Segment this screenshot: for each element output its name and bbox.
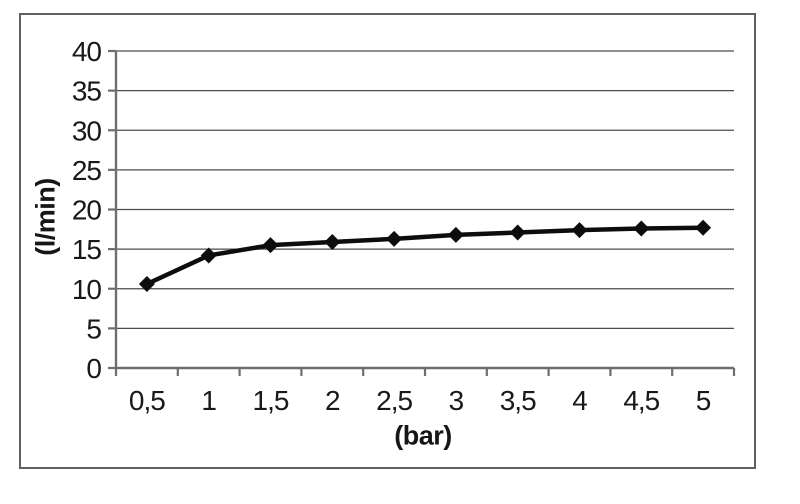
- x-tick-label: 3,5: [500, 385, 536, 416]
- y-tick-label: 40: [72, 36, 102, 67]
- y-tick-label: 0: [86, 353, 101, 384]
- data-point-marker: [695, 219, 712, 236]
- y-tick-label: 10: [72, 274, 102, 305]
- data-point-marker: [509, 224, 526, 241]
- x-tick-label: 4,5: [623, 385, 659, 416]
- y-tick-label: 20: [72, 195, 102, 226]
- y-tick-label: 5: [86, 313, 101, 344]
- y-tick-label: 30: [72, 115, 102, 146]
- data-point-marker: [262, 237, 279, 254]
- y-axis-label: (l/min): [30, 178, 61, 256]
- x-tick-label: 5: [696, 385, 711, 416]
- data-point-marker: [571, 222, 588, 239]
- data-point-marker: [447, 226, 464, 243]
- x-tick-label: 1,5: [253, 385, 289, 416]
- y-tick-label: 25: [72, 155, 102, 186]
- x-tick-label: 4: [572, 385, 587, 416]
- x-tick-label: 2,5: [376, 385, 412, 416]
- data-point-marker: [324, 233, 341, 250]
- data-point-marker: [633, 220, 650, 237]
- y-tick-label: 15: [72, 234, 102, 265]
- data-point-marker: [200, 247, 217, 264]
- x-tick-label: 3: [449, 385, 464, 416]
- data-point-marker: [138, 275, 155, 292]
- x-axis-label: (bar): [394, 420, 452, 451]
- data-line: [145, 225, 704, 287]
- x-tick-label: 2: [325, 385, 340, 416]
- x-tick-label: 0,5: [129, 385, 165, 416]
- data-point-marker: [386, 230, 403, 247]
- y-tick-label: 35: [72, 76, 102, 107]
- x-tick-label: 1: [201, 385, 216, 416]
